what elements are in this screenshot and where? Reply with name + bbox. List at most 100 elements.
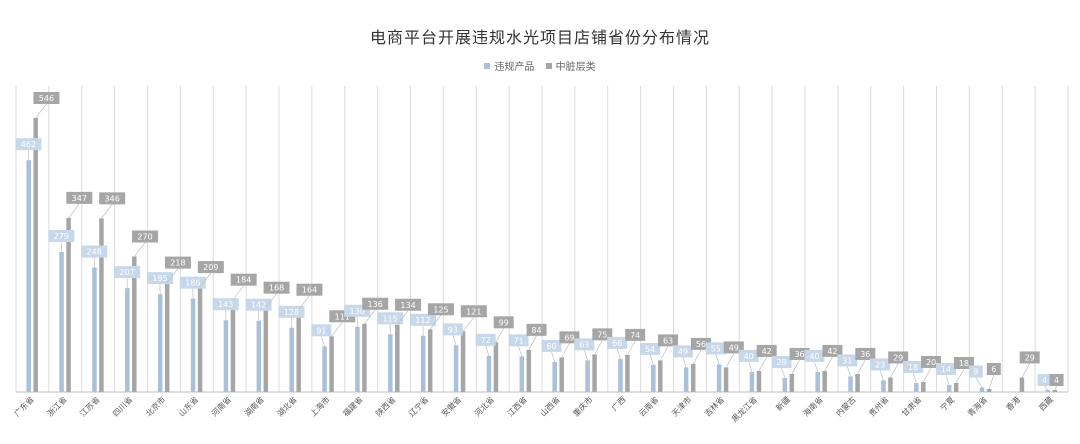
data-label-1-7: 142 (251, 301, 266, 310)
bar-1-19 (651, 364, 656, 392)
data-label-2-13: 121 (466, 307, 481, 316)
category-label-19: 云南省 (636, 394, 660, 418)
bar-2-7 (263, 307, 269, 392)
bar-1-26 (881, 380, 886, 392)
bar-1-9 (322, 346, 327, 392)
label-leader-2-8 (298, 295, 310, 310)
label-leader-2-28 (955, 368, 965, 384)
bar-2-27 (921, 381, 926, 392)
data-label-2-10: 136 (368, 300, 383, 309)
category-label-11: 陕西省 (373, 394, 397, 418)
legend-swatch-series-1 (484, 62, 491, 69)
label-leader-1-16 (551, 351, 556, 362)
label-leader-2-14 (495, 328, 504, 343)
label-leader-1-21 (715, 354, 720, 365)
bar-1-10 (355, 326, 360, 392)
bar-1-18 (618, 358, 623, 392)
label-leader-1-17 (583, 350, 588, 361)
bar-1-22 (749, 371, 755, 392)
data-label-2-17: 75 (597, 330, 607, 339)
label-leader-2-11 (397, 310, 409, 325)
chart-title: 电商平台开展违规水光项目店铺省份分布情况 (369, 28, 710, 47)
data-label-2-15: 84 (531, 326, 541, 335)
category-label-18: 广西 (609, 394, 627, 412)
data-label-box-1-25 (837, 354, 858, 367)
data-label-2-21: 49 (729, 343, 739, 352)
data-label-1-27: 18 (908, 363, 918, 372)
label-leader-1-13 (452, 335, 457, 346)
data-label-box-1-14 (475, 333, 496, 346)
category-label-17: 重庆市 (571, 394, 595, 418)
data-label-1-16: 60 (546, 342, 556, 351)
data-label-2-9: 111 (335, 312, 350, 321)
category-label-24: 海南省 (801, 394, 825, 418)
label-leader-2-18 (627, 340, 636, 356)
data-label-1-19: 54 (645, 345, 655, 354)
label-leader-2-24 (824, 356, 833, 372)
bar-2-8 (296, 309, 301, 392)
bar-1-27 (914, 382, 919, 392)
data-label-box-2-5 (197, 261, 224, 274)
category-label-29: 青海省 (965, 394, 989, 418)
bar-1-3 (125, 288, 130, 392)
data-label-2-27: 20 (926, 358, 936, 367)
bar-2-22 (756, 370, 762, 392)
data-label-1-4: 195 (152, 274, 167, 283)
data-label-box-1-19 (640, 342, 661, 355)
label-leader-2-10 (364, 309, 376, 324)
data-label-box-1-0 (15, 138, 42, 151)
bar-2-30 (1019, 377, 1025, 392)
bar-1-6 (223, 320, 229, 392)
data-label-2-23: 36 (794, 350, 804, 359)
label-leader-2-12 (429, 315, 442, 330)
data-label-2-8: 164 (302, 286, 317, 295)
bar-2-28 (953, 382, 959, 392)
bar-2-21 (723, 367, 729, 392)
bar-1-16 (552, 361, 557, 392)
data-label-1-22: 40 (744, 352, 754, 361)
data-label-2-24: 42 (827, 347, 837, 356)
bar-2-17 (592, 354, 597, 392)
label-leader-2-9 (331, 322, 343, 337)
label-leader-1-23 (781, 367, 786, 379)
data-label-box-2-19 (658, 334, 679, 347)
label-leader-2-20 (692, 349, 702, 365)
label-leader-2-31 (1054, 385, 1057, 391)
bar-2-26 (888, 377, 893, 392)
category-label-20: 天津市 (669, 394, 693, 418)
category-label-5: 山东省 (176, 394, 200, 418)
bar-2-20 (690, 363, 696, 392)
category-label-12: 辽宁省 (406, 394, 430, 418)
data-label-2-3: 270 (137, 233, 152, 242)
data-label-1-17: 63 (579, 340, 589, 349)
data-label-2-20: 56 (696, 340, 706, 349)
data-label-box-2-18 (625, 328, 646, 341)
data-label-1-2: 248 (87, 248, 102, 257)
bar-1-4 (157, 294, 163, 392)
bar-2-14 (493, 342, 499, 392)
bar-2-23 (789, 373, 795, 392)
bar-1-14 (486, 355, 492, 392)
label-leader-1-20 (682, 357, 687, 368)
bar-2-4 (164, 282, 170, 392)
data-label-2-11: 134 (400, 301, 415, 310)
data-label-box-1-4 (146, 272, 173, 285)
data-label-box-2-26 (888, 351, 909, 364)
data-label-box-1-20 (672, 345, 693, 358)
label-leader-1-29 (975, 377, 983, 388)
label-leader-2-19 (660, 346, 669, 361)
category-label-28: 宁夏 (938, 394, 956, 412)
label-leader-2-27 (923, 367, 932, 383)
category-label-0: 广东省 (12, 394, 36, 418)
data-label-box-1-15 (508, 334, 529, 347)
data-label-box-1-7 (245, 298, 272, 311)
category-label-27: 甘肃省 (899, 394, 923, 418)
data-label-1-23: 28 (776, 358, 786, 367)
label-leader-2-21 (725, 353, 735, 368)
bar-1-28 (946, 384, 952, 392)
label-leader-1-31 (1044, 385, 1049, 391)
category-label-8: 湖北省 (275, 394, 299, 418)
data-label-box-2-11 (395, 298, 422, 311)
data-label-box-2-0 (33, 92, 60, 104)
